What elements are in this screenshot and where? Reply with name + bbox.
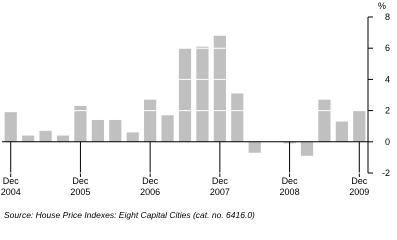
y-tick-label: 0	[385, 137, 390, 147]
x-tick-label: Dec 2006	[140, 176, 160, 197]
y-tick-label: 6	[385, 43, 390, 53]
bar	[196, 46, 209, 142]
unit-label: %	[378, 1, 386, 11]
x-tick-label: Dec 2004	[1, 176, 21, 197]
bar	[56, 135, 70, 142]
bar	[300, 141, 314, 156]
bar	[39, 130, 52, 142]
y-tick-label: 2	[385, 106, 390, 116]
bar	[161, 115, 174, 142]
bar	[178, 48, 192, 142]
bar	[74, 105, 87, 142]
bar	[231, 93, 244, 142]
x-tick-label: Dec 2007	[210, 176, 230, 197]
y-tick-label: 4	[385, 74, 390, 84]
x-tick-label: Dec 2005	[70, 176, 90, 197]
bar	[335, 121, 348, 142]
bar	[144, 99, 157, 142]
chart: % Source: House Price Indexes: Eight Cap…	[1, 1, 390, 220]
bar	[213, 35, 226, 142]
bar	[353, 110, 366, 142]
bar	[91, 119, 104, 142]
bar	[4, 112, 17, 142]
y-tick-label: 8	[385, 12, 390, 22]
bar	[318, 99, 331, 142]
y-tick-label: -2	[382, 168, 390, 178]
bar	[109, 119, 122, 142]
x-tick-label: Dec 2008	[280, 176, 300, 197]
x-tick-label: Dec 2009	[349, 176, 369, 197]
bar	[248, 141, 261, 153]
bar	[126, 132, 139, 142]
source-note: Source: House Price Indexes: Eight Capit…	[4, 210, 255, 220]
bar	[22, 135, 35, 142]
